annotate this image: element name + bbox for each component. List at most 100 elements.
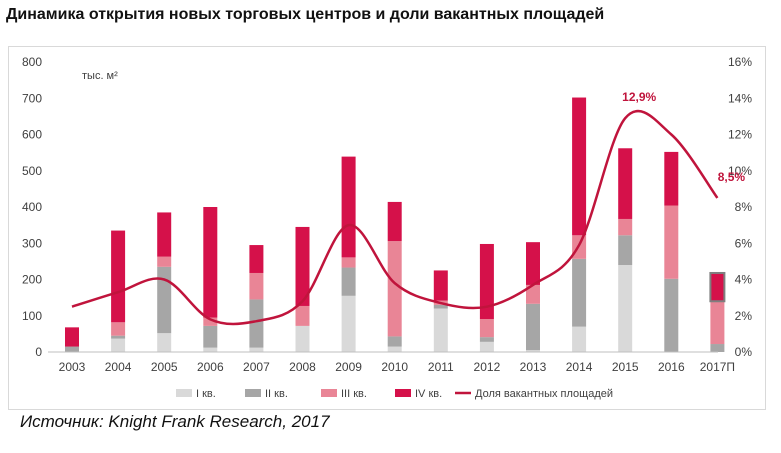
x-tick-label: 2006	[197, 360, 224, 374]
bar-segment-q1	[249, 347, 264, 352]
bar-segment-q4	[618, 148, 633, 219]
vacancy-line	[71, 110, 719, 326]
x-tick-label: 2012	[474, 360, 501, 374]
y-tick-label: 600	[22, 128, 42, 142]
x-tick-label: 2011	[428, 360, 454, 374]
bar-segment-q2	[111, 335, 126, 339]
x-tick-label: 2013	[520, 360, 547, 374]
bar-segment-q3	[203, 317, 218, 326]
bar-segment-q1	[526, 350, 540, 352]
bar-segment-q4	[387, 201, 402, 242]
bar-segment-q4	[111, 230, 126, 323]
y2-tick-label: 12%	[728, 128, 752, 142]
bar-segment-q1	[387, 346, 402, 352]
y2-tick-label: 14%	[728, 91, 752, 105]
bar-segment-q3	[295, 305, 310, 326]
y2-tick-label: 0%	[735, 345, 753, 359]
bar-segment-q3	[526, 284, 540, 304]
y2-tick-label: 4%	[735, 273, 753, 287]
legend-swatch-q2	[245, 389, 261, 397]
bar-segment-q4	[341, 156, 356, 258]
x-axis-labels: 2003 2004 2005 2006 2007 2008 2009 2010 2011 2012…	[59, 360, 735, 374]
y2-tick-label: 16%	[728, 55, 752, 69]
x-tick-label: 2017П	[700, 360, 735, 374]
data-label: 12,9%	[622, 90, 656, 104]
y-tick-label: 400	[22, 200, 42, 214]
bar-segment-q4	[203, 207, 218, 318]
x-tick-label: 2003	[59, 360, 86, 374]
bars	[65, 97, 726, 352]
data-labels: 12,9% 8,5%	[622, 90, 745, 184]
bar-segment-q2	[341, 267, 356, 296]
legend-label: III кв.	[341, 388, 367, 400]
bar-segment-q2	[572, 258, 587, 327]
bar-segment-q3	[111, 322, 126, 336]
legend-swatch-q3	[321, 389, 337, 397]
x-tick-label: 2007	[243, 360, 270, 374]
bar-segment-q3	[618, 218, 633, 236]
bar-segment-q2	[65, 346, 79, 352]
y2-tick-label: 10%	[728, 164, 752, 178]
bar-segment-q2	[664, 278, 679, 352]
bar-segment-q4	[249, 245, 264, 273]
bar-segment-q2	[479, 337, 494, 342]
x-tick-label: 2016	[658, 360, 685, 374]
y2-tick-label: 6%	[735, 236, 753, 250]
bar-segment-q2	[526, 303, 540, 351]
y-tick-label: 800	[22, 55, 42, 69]
y2-tick-label: 8%	[735, 200, 753, 214]
data-label: 8,5%	[718, 170, 746, 184]
y-tick-label: 500	[22, 164, 42, 178]
x-tick-label: 2004	[105, 360, 132, 374]
y-tick-label: 0	[35, 345, 42, 359]
bar-segment-q2	[387, 336, 402, 347]
x-tick-label: 2010	[381, 360, 408, 374]
bar-segment-q2	[249, 299, 264, 348]
legend-swatch-q1	[176, 389, 192, 397]
bar-segment-q1	[295, 325, 310, 352]
bar-segment-q1	[341, 295, 356, 352]
bar-segment-q1	[479, 341, 494, 352]
legend-label: II кв.	[265, 388, 288, 400]
bar-segment-q1	[618, 265, 633, 352]
legend: I кв. II кв. III кв. IV кв. Доля вакантных п…	[176, 388, 613, 400]
y-tick-label: 700	[22, 91, 42, 105]
chart-frame	[8, 46, 766, 410]
y2-tick-label: 2%	[735, 309, 753, 323]
bar-segment-q2	[203, 325, 218, 348]
bar-segment-q1	[572, 326, 587, 352]
bar-segment-q1	[203, 347, 218, 352]
bar-segment-q2	[710, 344, 725, 352]
legend-label: IV кв.	[415, 388, 442, 400]
bar-segment-q4	[479, 243, 494, 320]
bar-segment-q4	[526, 242, 540, 285]
legend-label: I кв.	[196, 388, 216, 400]
x-tick-label: 2015	[612, 360, 639, 374]
y-tick-label: 100	[22, 309, 42, 323]
bar-segment-q1	[433, 308, 448, 352]
x-tick-label: 2014	[566, 360, 593, 374]
legend-swatch-q4	[395, 389, 411, 397]
bar-segment-q3	[664, 205, 679, 279]
x-tick-label: 2009	[335, 360, 362, 374]
bar-segment-q4	[157, 212, 172, 257]
x-tick-label: 2005	[151, 360, 178, 374]
left-axis: 0 100 200 300 400 500 600 700 800	[22, 55, 42, 359]
right-axis: 0% 2% 4% 6% 8% 10% 12% 14% 16%	[728, 55, 752, 359]
bar-segment-q4	[572, 97, 587, 236]
bar-segment-q3	[249, 272, 264, 300]
bar-segment-q3	[157, 256, 172, 267]
bar-segment-q1	[157, 333, 172, 352]
bar-segment-q4	[709, 271, 726, 303]
y-tick-label: 300	[22, 236, 42, 250]
bar-segment-q4	[664, 151, 679, 206]
bar-segment-q4	[295, 226, 310, 306]
bar-segment-q2	[433, 304, 448, 309]
legend-label: Доля вакантных площадей	[475, 388, 613, 400]
bar-segment-q4	[433, 270, 448, 301]
bar-segment-q3	[341, 257, 356, 268]
unit-label: тыс. м²	[82, 70, 118, 82]
bar-segment-q3	[387, 241, 402, 337]
bar-segment-q2	[157, 266, 172, 334]
